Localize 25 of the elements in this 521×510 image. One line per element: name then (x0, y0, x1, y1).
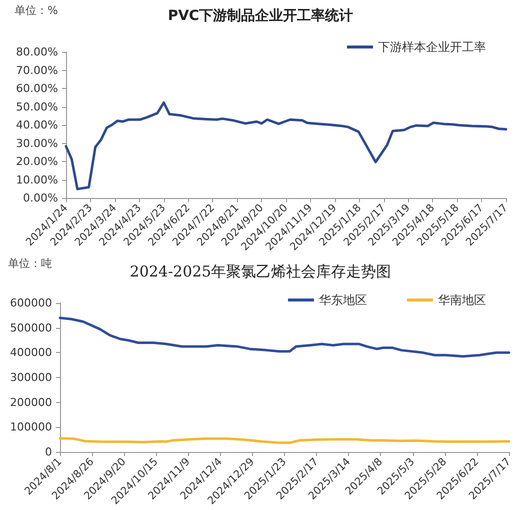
line-series (64, 101, 508, 190)
line-series (58, 316, 510, 358)
y-tick-label: 60.00% (16, 82, 58, 96)
y-tick-label: 400000 (10, 346, 52, 360)
y-axis-title: 单位：吨 (8, 257, 52, 270)
y-tick-label: 600000 (10, 296, 52, 310)
chart-title: 2024-2025年聚氯乙烯社会库存走势图 (130, 262, 392, 280)
y-tick-label: 20.00% (16, 155, 58, 168)
y-tick-label: 50.00% (16, 100, 58, 114)
y-tick-label: 500000 (10, 321, 52, 334)
y-tick-label: 10.00% (16, 173, 58, 186)
y-tick-label: 70.00% (16, 64, 58, 77)
y-tick-label: 300000 (10, 371, 52, 384)
y-tick-label: 40.00% (16, 118, 58, 132)
y-tick-label: 0 (45, 446, 52, 458)
legend-label: 下游样本企业开工率 (378, 40, 486, 54)
y-tick-label: 0.00% (23, 192, 58, 205)
y-tick-label: 30.00% (16, 136, 58, 150)
chart-title: PVC下游制品企业开工率统计 (168, 7, 354, 24)
y-tick-label: 100000 (10, 420, 52, 434)
y-tick-label: 80.00% (16, 46, 58, 58)
legend-label: 华东地区 (319, 293, 367, 307)
legend-label: 华南地区 (438, 293, 486, 307)
y-axis-title: 单位：% (14, 4, 58, 17)
y-tick-label: 200000 (10, 396, 52, 409)
